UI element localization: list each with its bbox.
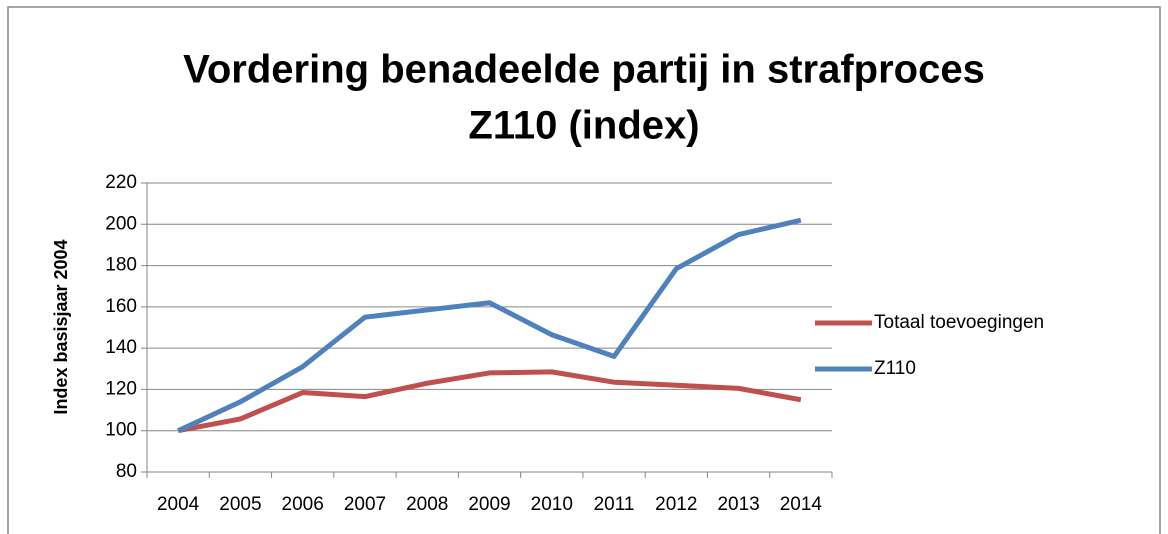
x-tick-label: 2006 — [282, 494, 324, 515]
y-tick-label: 100 — [105, 420, 137, 441]
x-tick-label: 2012 — [655, 494, 697, 515]
chart-frame — [7, 6, 1161, 534]
legend-label: Totaal toevoegingen — [874, 312, 1044, 333]
y-tick-label: 180 — [105, 255, 137, 276]
legend-label: Z110 — [874, 358, 916, 379]
data-line — [177, 369, 802, 434]
data-line — [177, 217, 802, 433]
y-tick-label: 120 — [105, 378, 137, 399]
x-tick-label: 2008 — [406, 494, 448, 515]
x-tick-label: 2011 — [594, 494, 635, 515]
x-tick-label: 2004 — [157, 494, 200, 515]
y-axis-label: Index basisjaar 2004 — [51, 239, 71, 414]
x-tick-label: 2005 — [219, 494, 261, 515]
y-tick-label: 220 — [105, 172, 137, 193]
y-tick-label: 80 — [116, 461, 137, 482]
x-tick-label: 2009 — [468, 494, 510, 515]
y-tick-label: 160 — [105, 296, 137, 317]
chart-title: Z110 (index) — [468, 104, 699, 148]
x-tick-label: 2010 — [531, 494, 573, 515]
x-tick-label: 2014 — [780, 494, 823, 515]
y-tick-label: 140 — [105, 337, 137, 358]
chart-title: Vordering benadeelde partij in strafproc… — [183, 48, 985, 92]
y-tick-label: 200 — [105, 213, 137, 234]
x-tick-label: 2013 — [717, 494, 759, 515]
x-tick-label: 2007 — [344, 494, 386, 515]
